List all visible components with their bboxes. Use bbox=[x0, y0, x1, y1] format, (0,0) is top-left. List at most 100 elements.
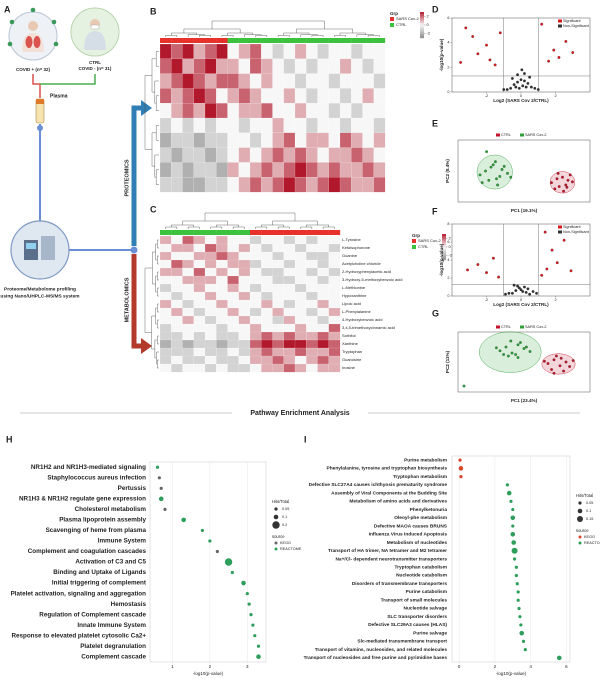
y-axis-label: -log10(p-value) bbox=[439, 243, 444, 276]
heatmap-cell bbox=[159, 147, 172, 163]
heatmap-cell bbox=[238, 331, 251, 341]
heatmap-cell bbox=[283, 132, 296, 148]
legend-size bbox=[578, 501, 582, 505]
heatmap-cell bbox=[261, 88, 273, 104]
plot-frame bbox=[457, 139, 591, 203]
legend-swatch bbox=[558, 24, 562, 28]
legend-swatch bbox=[274, 541, 278, 545]
point bbox=[514, 289, 518, 293]
point bbox=[569, 269, 573, 273]
category-label: Defective SLC27A4 causes ichthyosis prem… bbox=[309, 482, 448, 488]
legend-label: SARS Cov-2 bbox=[396, 16, 419, 21]
heatmap-cell bbox=[249, 347, 262, 357]
point bbox=[568, 173, 572, 177]
point bbox=[466, 268, 469, 272]
row-label: Lipoic acid bbox=[342, 301, 361, 306]
heatmap-cell bbox=[249, 363, 262, 373]
x-axis-label: Log2 (SARS Cov 2/CTRL) bbox=[493, 98, 549, 103]
heatmap-cell bbox=[204, 315, 217, 325]
x-axis-label: -log10(p-value) bbox=[496, 671, 527, 676]
category-label: Activation of C3 and C5 bbox=[75, 559, 146, 566]
point bbox=[517, 86, 521, 90]
heatmap-cell bbox=[238, 283, 251, 293]
y-tick-label: 2 bbox=[447, 65, 449, 69]
heatmap-cell bbox=[283, 58, 296, 74]
heatmap-cell bbox=[227, 299, 239, 309]
heatmap-cell bbox=[306, 299, 318, 309]
colorbar-step bbox=[420, 29, 424, 32]
x-tick-label: 2 bbox=[494, 664, 497, 669]
dendrogram bbox=[144, 75, 152, 150]
heatmap-cell bbox=[261, 307, 273, 317]
point bbox=[540, 22, 544, 26]
dot bbox=[512, 557, 517, 561]
heatmap-cell bbox=[193, 355, 206, 365]
heatmap-cell bbox=[171, 43, 183, 60]
point bbox=[564, 360, 568, 364]
colorbar-step bbox=[442, 244, 446, 248]
heatmap-cell bbox=[227, 307, 239, 317]
heatmap-cell bbox=[238, 339, 251, 349]
heatmap-cell bbox=[227, 243, 239, 253]
group-bar bbox=[205, 38, 217, 43]
heatmap-cell bbox=[351, 177, 363, 193]
method-label: using Nano/UHPLC-MS/MS system bbox=[0, 293, 79, 299]
point bbox=[476, 263, 480, 266]
point bbox=[559, 356, 563, 360]
heatmap-cell bbox=[317, 363, 329, 373]
row-label: 2-Hydroxyphenylacetic acid bbox=[342, 269, 391, 274]
heatmap-cell bbox=[249, 331, 262, 341]
point bbox=[526, 287, 530, 291]
dendrogram bbox=[227, 32, 254, 36]
heatmap-cell bbox=[227, 88, 239, 104]
heatmap-cell bbox=[328, 147, 341, 163]
dendrogram bbox=[156, 95, 159, 111]
heatmap-cell bbox=[171, 132, 183, 148]
legend-size bbox=[577, 508, 583, 514]
dot bbox=[157, 476, 161, 480]
category-label: Assembly of Viral Components at the Budd… bbox=[331, 490, 447, 496]
point bbox=[491, 163, 495, 167]
heatmap-cell bbox=[294, 251, 307, 261]
point bbox=[485, 150, 489, 154]
heatmap-cell bbox=[216, 243, 228, 253]
x-axis-label: PC1 (19.1%) bbox=[511, 208, 538, 213]
heatmap-cell bbox=[272, 275, 284, 285]
point bbox=[571, 51, 575, 54]
heatmap-cell bbox=[351, 162, 363, 178]
dendrogram bbox=[151, 132, 157, 167]
sample-label: Plasma bbox=[50, 93, 68, 99]
heatmap-cell bbox=[182, 259, 194, 269]
heatmap-cell bbox=[238, 363, 251, 373]
category-label: Nucleotide salvage bbox=[404, 606, 448, 612]
dendrogram bbox=[157, 303, 159, 313]
heatmap-cell bbox=[227, 291, 239, 301]
row-label: Guanosine bbox=[342, 357, 362, 362]
heatmap-cell bbox=[339, 43, 352, 60]
heatmap-cell bbox=[216, 259, 228, 269]
legend-title: source bbox=[272, 534, 285, 539]
point bbox=[502, 88, 506, 91]
heatmap-cell bbox=[283, 307, 296, 317]
virus-icons bbox=[7, 7, 59, 47]
heatmap-cell bbox=[171, 355, 183, 365]
instrument bbox=[41, 236, 55, 260]
point bbox=[502, 353, 506, 356]
category-label: Complement and coagulation cascades bbox=[28, 548, 147, 555]
dot bbox=[511, 507, 515, 512]
dot bbox=[200, 528, 204, 533]
heatmap-cell bbox=[294, 275, 307, 285]
heatmap-cell bbox=[171, 283, 183, 293]
category-label: Binding and Uptake of Ligands bbox=[53, 569, 146, 576]
point bbox=[500, 168, 504, 171]
heatmap-cell bbox=[227, 147, 239, 163]
heatmap-cell bbox=[227, 117, 239, 134]
heatmap-cell bbox=[306, 73, 318, 89]
heatmap-cell bbox=[306, 283, 318, 293]
dot bbox=[155, 465, 160, 469]
omics-label: PROTEOMICS bbox=[124, 159, 130, 196]
legend-label: CTRL bbox=[396, 22, 407, 27]
point bbox=[561, 175, 564, 179]
dot bbox=[230, 570, 234, 575]
